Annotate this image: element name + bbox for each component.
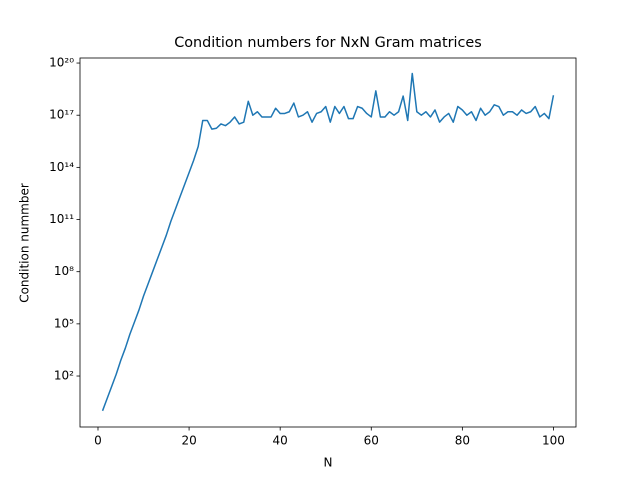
x-tick-label: 0 [94, 434, 102, 448]
y-tick-label: 10¹¹ [49, 212, 74, 226]
y-tick-label: 10¹⁴ [49, 160, 74, 174]
x-tick-label: 100 [542, 434, 565, 448]
x-axis-label: N [324, 456, 333, 470]
y-tick-label: 10²⁰ [49, 56, 74, 70]
x-tick-label: 60 [364, 434, 379, 448]
x-tick-label: 80 [455, 434, 470, 448]
x-tick-label: 20 [181, 434, 196, 448]
chart-title: Condition numbers for NxN Gram matrices [174, 35, 482, 51]
data-line [101, 72, 555, 412]
y-tick-label: 10¹⁷ [49, 108, 74, 122]
y-tick-label: 10⁸ [54, 264, 74, 278]
y-tick-label: 10² [54, 369, 74, 383]
y-tick-label: 10⁵ [54, 316, 74, 330]
x-tick-label: 40 [273, 434, 288, 448]
axes-frame [79, 57, 577, 428]
y-axis-label: Condition nummber [18, 183, 32, 303]
